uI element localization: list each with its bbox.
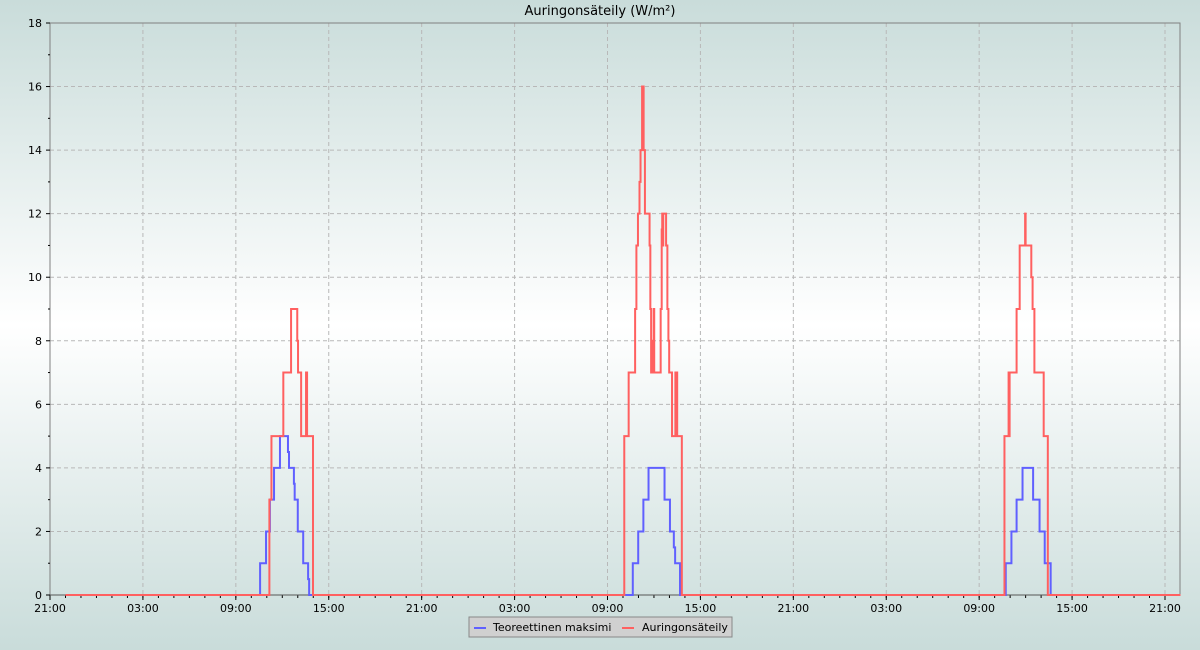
grid	[50, 23, 1180, 595]
y-tick-label: 8	[35, 335, 42, 348]
x-tick-label: 03:00	[127, 602, 159, 615]
y-tick-label: 14	[28, 144, 42, 157]
legend-box	[468, 616, 733, 638]
x-tick-label: 15:00	[685, 602, 717, 615]
x-tick-label: 09:00	[963, 602, 995, 615]
y-tick-label: 18	[28, 17, 42, 30]
x-tick-label: 09:00	[220, 602, 252, 615]
x-tick-label: 03:00	[870, 602, 902, 615]
y-tick-label: 10	[28, 271, 42, 284]
x-tick-label: 15:00	[313, 602, 345, 615]
series-group	[65, 85, 1181, 596]
x-tick-label: 21:00	[406, 602, 438, 615]
x-tick-label: 21:00	[777, 602, 809, 615]
y-tick-label: 4	[35, 462, 42, 475]
legend: Teoreettinen maksimi Auringonsäteily	[468, 616, 733, 638]
x-tick-label: 03:00	[499, 602, 531, 615]
y-tick-label: 2	[35, 525, 42, 538]
chart-title: Auringonsäteily (W/m²)	[525, 4, 676, 19]
y-tick-label: 0	[35, 589, 42, 602]
x-tick-label: 21:00	[1149, 602, 1181, 615]
y-tick-label: 12	[28, 208, 42, 221]
legend-label-auringonsateily: Auringonsäteily	[642, 621, 728, 634]
x-tick-label: 15:00	[1056, 602, 1088, 615]
x-tick-label: 21:00	[34, 602, 66, 615]
legend-label-teoreettinen-maksimi: Teoreettinen maksimi	[492, 621, 611, 634]
y-tick-label: 16	[28, 81, 42, 94]
x-tick-label: 09:00	[592, 602, 624, 615]
series-line-auringonsateily	[65, 85, 1181, 596]
y-tick-label: 6	[35, 398, 42, 411]
